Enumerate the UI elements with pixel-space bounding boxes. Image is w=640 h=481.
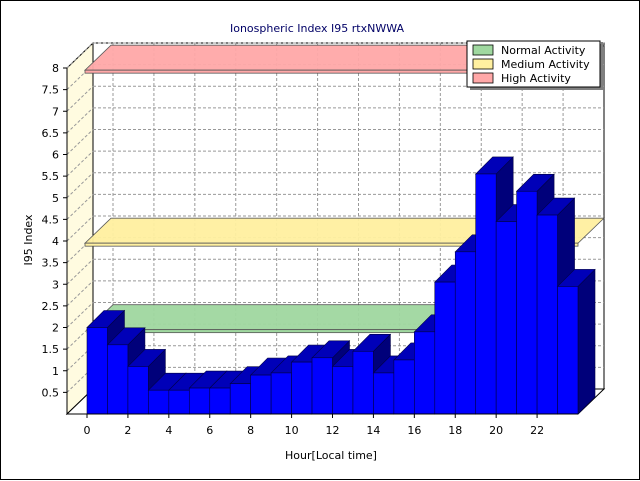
bar [148,389,170,415]
bar [291,361,313,415]
grid-line-side [66,258,94,285]
x-axis-title: Hour[Local time] [285,449,377,462]
bar [311,357,333,415]
y-tick-label: 0.5 [42,386,60,399]
grid-line-side [66,107,94,134]
bar [127,366,149,415]
y-tick-label: 1 [52,365,59,378]
x-tick-label: 20 [489,424,503,437]
x-tick-label: 8 [247,424,254,437]
bar [209,387,231,415]
bar [434,281,456,415]
x-tick-label: 18 [448,424,462,437]
bar [270,372,292,415]
legend-swatch [472,58,494,70]
x-tick-label: 10 [285,424,299,437]
x-tick-label: 0 [84,424,91,437]
y-tick-label: 5 [52,192,59,205]
legend-label: Normal Activity [501,44,586,57]
bar [414,331,436,415]
grid-line-side [66,280,94,307]
x-tick-label: 6 [206,424,213,437]
grid-line-side [66,129,94,155]
y-tick-label: 4 [52,235,59,248]
bar [516,190,538,415]
bar-series [86,156,596,415]
y-tick-label: 1.5 [42,343,60,356]
band-normal-activity [86,304,462,331]
bar-side [577,268,596,415]
bar [107,344,129,415]
grid-line-side [66,42,94,69]
bar [332,366,354,415]
band-edge [84,242,579,247]
bar [86,327,108,415]
grid-line-side [66,150,94,177]
x-tick-label: 16 [407,424,421,437]
legend-label: Medium Activity [501,58,590,71]
bar [168,389,190,415]
chart-title: Ionospheric Index I95 rtxNWWA [230,22,404,35]
bar [250,374,272,415]
y-tick-label: 7 [52,105,59,118]
grid-line-side [66,172,94,199]
x-tick-label: 12 [326,424,340,437]
bar [373,372,395,415]
bar [188,387,211,415]
y-tick-label: 3 [52,278,59,291]
legend-swatch [472,44,494,56]
bar [352,350,374,415]
chart-axes: 0.5 1 1.5 2 2.5 3 3.5 4 4.5 5 5.5 6 6.5 7 7.5 8 0 2 4 6 8 10 1… [42,62,578,437]
bar [229,383,251,415]
x-tick-label: 14 [366,424,380,437]
y-tick-label: 3.5 [42,257,60,270]
grid-line-side [66,302,94,328]
bar [495,221,517,415]
y-tick-label: 5.5 [42,170,60,183]
y-tick-label: 6.5 [42,127,60,140]
grid-line-side [66,85,94,112]
grid-line-side [66,215,94,242]
legend-swatch [472,72,494,84]
bar [536,214,558,415]
y-tick-label: 2.5 [42,300,60,313]
x-tick-label: 4 [165,424,172,437]
y-tick-label: 6 [52,149,59,162]
y-tick-label: 2 [52,322,59,335]
legend-label: High Activity [501,72,571,85]
x-tick-label: 22 [530,424,544,437]
y-axis-title: I95 Index [22,214,35,266]
bar [557,286,579,415]
y-tick-label: 7.5 [42,84,60,97]
x-tick-label: 2 [124,424,131,437]
grid-line-side [66,194,94,220]
bar [454,251,477,415]
bar [475,173,497,415]
bar [393,359,415,415]
y-tick-label: 4.5 [42,213,60,226]
y-tick-label: 8 [52,62,59,75]
